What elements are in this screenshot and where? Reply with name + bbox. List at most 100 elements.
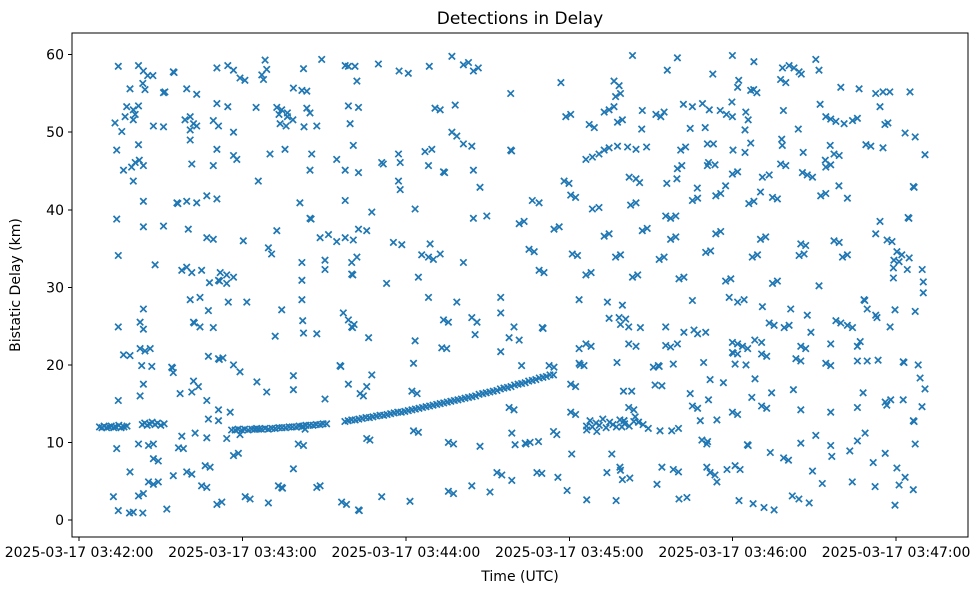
data-point-marker [761,233,770,241]
data-point-marker [903,265,912,274]
data-point-marker [239,236,248,245]
data-point-marker [444,438,453,447]
data-point-marker [832,316,840,325]
data-point-marker [567,450,576,458]
data-point-marker [742,361,750,369]
data-point-marker [815,66,823,75]
data-point-marker [202,233,211,242]
data-point-marker [129,105,138,114]
data-point-marker [535,198,543,207]
data-point-marker [324,230,333,239]
data-point-marker [540,268,548,277]
data-point-marker [467,142,476,151]
data-point-marker [598,415,607,423]
data-point-marker [299,441,308,450]
data-point-marker [656,112,665,121]
data-point-marker [781,78,790,87]
data-point-marker [469,166,478,175]
data-point-marker [776,75,785,84]
data-point-marker [459,140,468,148]
data-point-marker [686,124,695,133]
data-point-marker [627,387,636,396]
data-point-marker [871,89,880,98]
data-point-marker [747,393,756,402]
data-point-marker [224,298,233,306]
data-point-marker [821,163,830,171]
data-point-marker [861,429,869,437]
data-point-marker [448,52,456,61]
data-point-marker [873,313,881,322]
data-point-marker [632,342,640,351]
data-point-marker [699,358,708,367]
data-point-marker [354,168,363,177]
data-point-marker [126,351,134,360]
data-point-marker [733,298,742,306]
data-point-marker [719,378,728,387]
data-point-marker [921,385,929,393]
data-point-marker [711,229,720,238]
data-point-marker [528,196,537,205]
data-point-marker [767,388,776,397]
data-point-marker [629,405,638,414]
data-point-marker [344,380,353,389]
data-point-marker [770,321,778,330]
data-point-marker [777,135,786,144]
data-point-marker [686,389,695,398]
data-point-marker [779,454,788,462]
data-point-marker [848,478,857,486]
data-point-marker [299,64,308,73]
data-point-marker [582,495,591,504]
data-point-marker [728,51,737,60]
data-point-marker [838,253,847,261]
data-point-marker [893,247,901,256]
data-point-marker [615,313,623,322]
data-point-marker [911,133,920,141]
data-point-marker [302,87,311,96]
data-point-marker [676,146,685,154]
data-point-marker [229,66,238,75]
data-point-marker [321,265,329,274]
data-point-marker [197,266,206,275]
data-point-marker [881,449,890,458]
data-point-marker [808,467,817,475]
data-point-marker [213,500,221,509]
data-point-marker [653,480,661,489]
data-point-marker [731,360,739,368]
data-point-marker [505,333,513,342]
data-point-marker [773,195,782,203]
data-point-marker [429,255,438,264]
data-point-marker [728,112,737,121]
y-tick-label: 50 [46,125,64,141]
data-point-marker [353,253,361,261]
data-point-marker [568,250,577,258]
data-point-marker [619,387,628,396]
data-point-marker [680,273,688,282]
data-point-marker [261,56,269,64]
data-point-marker [816,191,825,200]
data-point-marker [673,164,682,173]
data-point-marker [616,89,625,98]
data-point-marker [281,145,289,154]
data-point-marker [625,173,634,182]
data-point-marker [765,319,774,327]
data-point-marker [394,177,403,185]
data-point-marker [205,278,214,287]
data-point-marker [916,374,924,382]
data-point-marker [496,347,505,356]
data-point-marker [496,309,505,317]
data-point-marker [585,120,594,129]
data-point-marker [669,360,678,368]
data-point-marker [871,229,880,238]
data-point-marker [798,168,807,177]
data-point-marker [656,426,664,435]
data-point-marker [605,143,613,152]
data-point-marker [575,295,583,304]
data-point-marker [566,380,575,389]
data-point-marker [628,51,637,60]
data-point-marker [713,416,721,424]
data-point-marker [395,67,403,75]
series-background [109,51,929,517]
data-point-marker [826,441,835,450]
data-point-marker [879,143,887,152]
